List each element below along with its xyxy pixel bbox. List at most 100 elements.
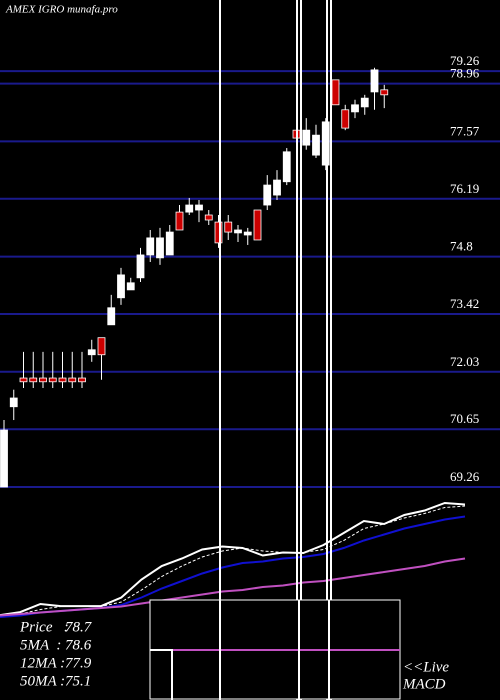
legend-label: 12MA :: [20, 655, 65, 671]
candle: [58, 351, 67, 389]
candle-body: [19, 377, 28, 383]
candle: [302, 118, 311, 150]
candle-body: [195, 204, 203, 211]
candle-body: [0, 429, 8, 488]
candle-body: [224, 221, 233, 233]
ma-line: [0, 501, 466, 617]
candle: [370, 67, 379, 110]
candle: [0, 420, 8, 488]
candle-body: [321, 121, 330, 166]
candle-body: [48, 377, 57, 383]
y-tick-label: 74.8: [450, 239, 473, 254]
y-tick-label: 79.26: [450, 53, 480, 68]
candle: [243, 227, 252, 245]
candle: [19, 351, 28, 389]
candle-body: [370, 69, 379, 93]
candle: [48, 351, 57, 389]
candle: [341, 104, 350, 131]
candle-body: [263, 184, 272, 206]
candle-body: [253, 209, 262, 241]
candle: [360, 94, 369, 115]
candle-body: [87, 349, 96, 356]
y-tick-label: 69.26: [450, 469, 480, 484]
candles: [0, 67, 389, 488]
candle: [136, 247, 145, 282]
candle-body: [302, 129, 311, 146]
candle: [282, 148, 291, 186]
candle: [68, 351, 77, 389]
candle-body: [234, 229, 242, 234]
candle: [156, 227, 164, 265]
y-tick-label: 70.65: [450, 411, 479, 426]
candle: [175, 205, 184, 231]
candle-body: [273, 179, 281, 196]
candle: [204, 210, 213, 225]
candle: [165, 224, 174, 256]
y-tick-label: 78.96: [450, 66, 480, 81]
macd-box: [149, 599, 401, 700]
candle: [185, 197, 194, 216]
legend-value: 77.9: [65, 655, 92, 671]
candle: [234, 224, 242, 243]
candle-body: [107, 307, 116, 326]
candle-body: [204, 214, 213, 221]
highlight-lines: [219, 0, 332, 700]
candle: [263, 175, 272, 211]
candle-body: [165, 231, 174, 256]
legend-value: 78.7: [65, 619, 93, 635]
y-tick-label: 73.42: [450, 296, 479, 311]
candle-body: [243, 231, 252, 236]
candle: [78, 351, 86, 389]
candle-body: [214, 221, 223, 244]
candle: [214, 215, 223, 248]
ma-lines: [0, 501, 466, 618]
legend-label: 50MA :: [20, 673, 65, 689]
candle: [39, 351, 47, 389]
candle: [117, 267, 125, 305]
candle-body: [312, 134, 320, 156]
ma-line: [0, 505, 466, 616]
legend-value: 78.6: [65, 637, 92, 653]
candle-body: [78, 377, 86, 383]
chart-title: AMEX IGRO munafa.pro: [5, 4, 118, 16]
candle: [321, 118, 330, 171]
candle-body: [117, 274, 125, 299]
macd-line: [150, 649, 173, 700]
candle-body: [282, 151, 291, 183]
candle-body: [185, 204, 194, 213]
macd-label: MACD: [402, 676, 446, 692]
candle-body: [39, 377, 47, 383]
candle: [195, 200, 203, 223]
candle-body: [331, 79, 340, 106]
legend-label: Price :: [19, 619, 69, 635]
candle: [9, 389, 18, 421]
candle-body: [175, 211, 184, 231]
candle: [29, 351, 38, 389]
candle-body: [341, 109, 350, 129]
legend-value: 75.1: [65, 673, 91, 689]
candle: [126, 277, 135, 291]
candle-body: [146, 237, 155, 256]
y-tick-label: 72.03: [450, 354, 479, 369]
candle-body: [380, 89, 389, 96]
candle: [87, 339, 96, 362]
candle-body: [156, 237, 164, 259]
candle: [107, 294, 116, 326]
y-tick-label: 77.57: [450, 123, 480, 138]
candle: [380, 84, 389, 109]
candle-body: [126, 282, 135, 291]
candle: [97, 337, 106, 380]
candle-body: [136, 254, 145, 279]
candle: [146, 229, 155, 263]
candle-body: [360, 97, 369, 108]
candle: [224, 215, 233, 240]
macd-label: <<Live: [403, 659, 449, 675]
candle-body: [29, 377, 38, 383]
candle: [351, 99, 359, 119]
candle: [312, 124, 320, 159]
y-tick-label: 76.19: [450, 181, 479, 196]
ma-line: [0, 557, 466, 617]
candle-body: [97, 337, 106, 356]
